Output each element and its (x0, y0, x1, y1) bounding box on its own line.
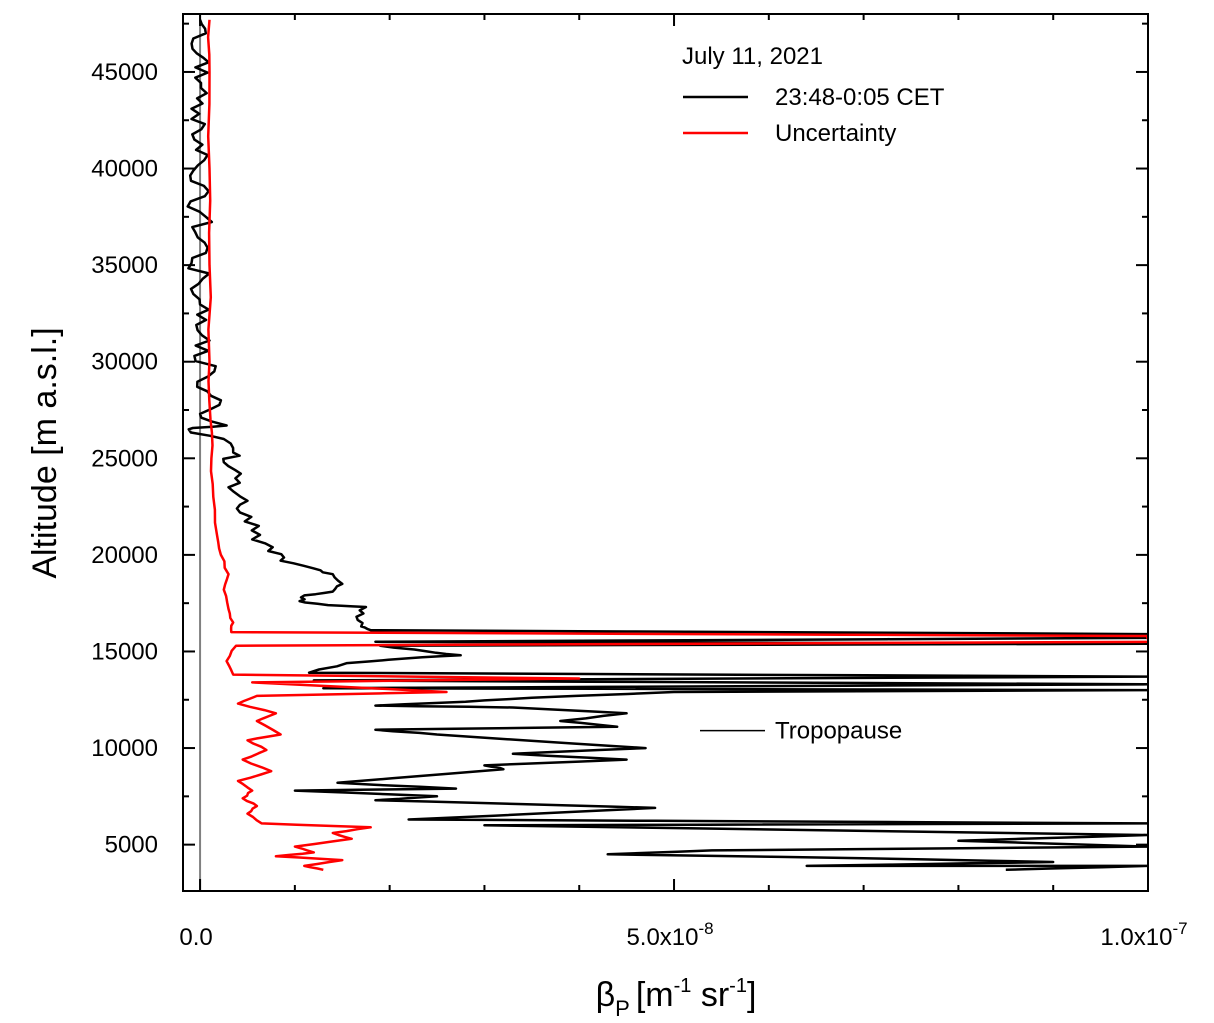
x-axis-title-unit-close: ] (747, 976, 756, 1014)
y-tick-label: 35000 (91, 252, 158, 279)
y-tick-label: 5000 (105, 832, 158, 859)
x-tick-label: 1.0x10-7 (1100, 919, 1187, 951)
legend-label-signal: 23:48-0:05 CET (775, 84, 945, 111)
y-tick-label: 30000 (91, 349, 158, 376)
y-tick-label: 10000 (91, 735, 158, 762)
x-axis-title-unit-open: [m (636, 976, 674, 1014)
y-tick-label: 25000 (91, 445, 158, 472)
x-axis-title-m-exponent: -1 (674, 975, 692, 997)
x-axis-title-beta: β (596, 976, 616, 1014)
tropopause-label: Tropopause (775, 718, 902, 745)
legend-label-uncertainty: Uncertainty (775, 120, 896, 147)
x-axis-title-sr: sr (691, 976, 729, 1014)
series-line-uncertainty (206, 19, 1148, 872)
x-axis-title-beta-subscript: P (615, 996, 630, 1021)
y-axis-title: Altitude [m a.s.l.] (26, 327, 64, 578)
y-tick-label: 15000 (91, 638, 158, 665)
plot-frame (182, 13, 1149, 892)
y-tick-label: 40000 (91, 156, 158, 183)
x-tick-label: 5.0x10-8 (626, 919, 713, 951)
legend: July 11, 2021 23:48-0:05 CET Uncertainty (682, 43, 945, 147)
tropopause-annotation: Tropopause (700, 718, 902, 745)
x-axis-title-sr-exponent: -1 (729, 975, 747, 997)
x-tick-label: 0.0 (179, 924, 212, 951)
ticks-layer (183, 14, 1149, 891)
tick-label-layer: 5000 10000 15000 20000 25000 30000 35000 40000 4… (91, 59, 1187, 951)
x-axis-title: βP [m-1 sr-1] (596, 975, 757, 1021)
legend-title: July 11, 2021 (682, 43, 823, 70)
y-tick-label: 20000 (91, 542, 158, 569)
y-tick-label: 45000 (91, 59, 158, 86)
series-layer (186, 19, 1148, 872)
